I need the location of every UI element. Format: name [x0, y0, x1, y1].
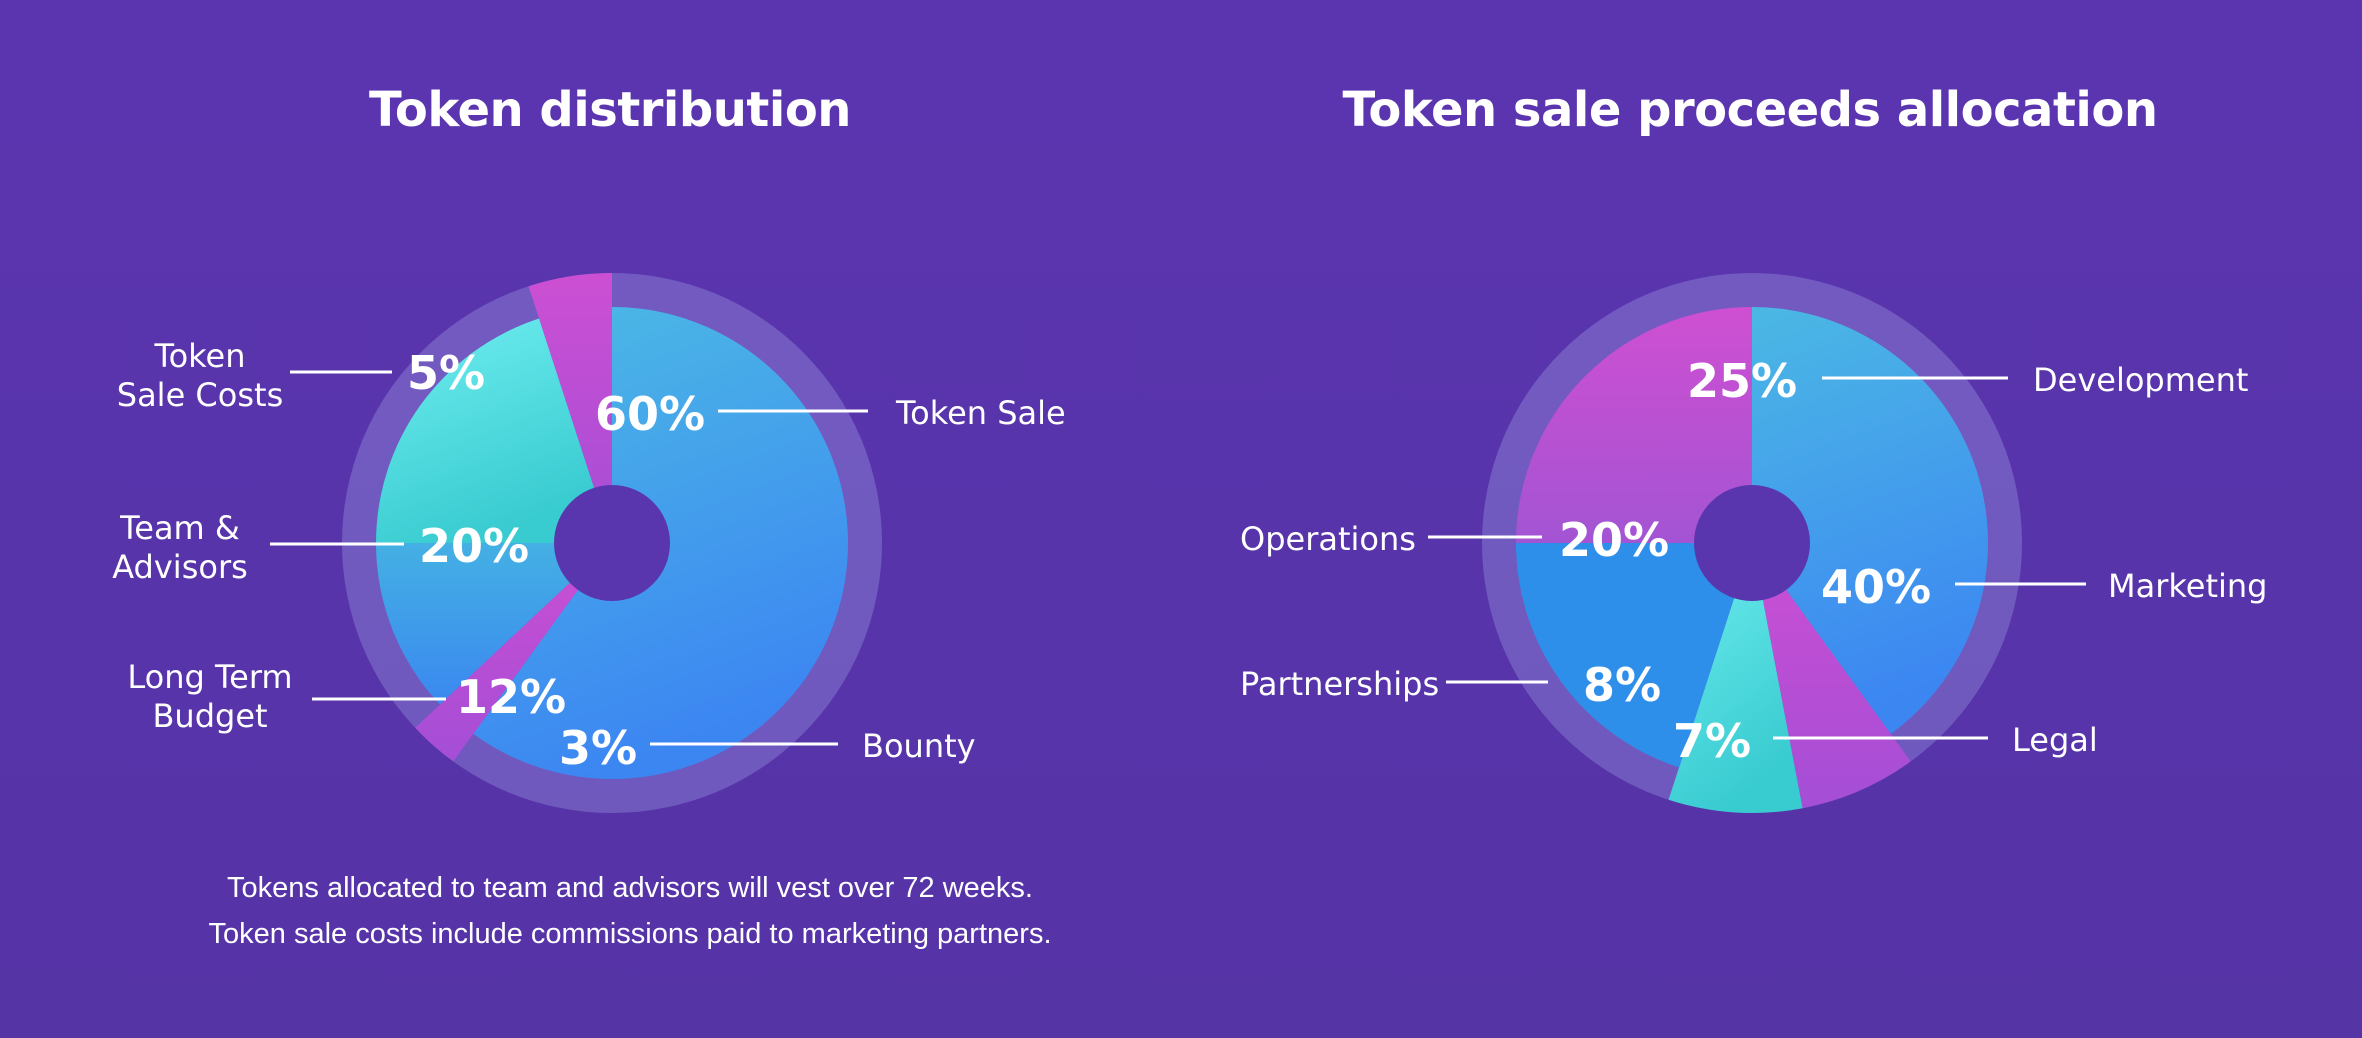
label-operations: Operations [1240, 520, 1416, 558]
label-token-sale: Token Sale [895, 394, 1066, 432]
pct-token-sale: 60% [595, 387, 705, 441]
proceeds-allocation-center-hole [1694, 485, 1810, 601]
label-long-term-budget-line1: Long Term [127, 658, 292, 696]
label-partnerships: Partnerships [1240, 665, 1439, 703]
proceeds-allocation-slice-legal [1752, 543, 1911, 809]
pie-token-sale-proceeds [1482, 273, 2022, 813]
label-team-advisors-line2: Advisors [112, 548, 248, 586]
token-distribution-slice-token-sale-costs [528, 273, 612, 543]
proceeds-allocation-slice-marketing [1752, 307, 1988, 734]
token-distribution-slice-team-advisors [376, 318, 612, 543]
label-legal: Legal [2012, 721, 2098, 759]
proceeds-allocation-slice-development [1516, 307, 1752, 543]
pie-token-distribution [342, 273, 882, 813]
token-distribution-slice-bounty [415, 543, 612, 762]
proceeds-allocation-slice-operations [1516, 543, 1752, 768]
callouts-right: 25% Development 40% Marketing 7% Legal 8… [1240, 354, 2267, 768]
token-distribution-center-hole [554, 485, 670, 601]
token-distribution-slice-long-term-budget [376, 543, 612, 705]
label-team-advisors-line1: Team & [119, 509, 240, 547]
proceeds-allocation-slice-partnerships [1668, 543, 1803, 813]
pct-partnerships: 8% [1583, 658, 1661, 712]
pct-team-advisors: 20% [419, 519, 529, 573]
pct-long-term-budget: 12% [456, 670, 566, 724]
pct-token-sale-costs: 5% [407, 346, 485, 400]
chart-title-token-sale-proceeds: Token sale proceeds allocation [1342, 82, 2158, 138]
label-token-sale-costs-line2: Sale Costs [117, 376, 283, 414]
label-marketing: Marketing [2108, 567, 2267, 605]
footnote-vesting: Tokens allocated to team and advisors wi… [227, 872, 1033, 904]
label-bounty: Bounty [862, 727, 976, 765]
chart-title-token-distribution: Token distribution [369, 82, 851, 138]
label-token-sale-costs-line1: Token [153, 337, 245, 375]
pct-legal: 7% [1673, 714, 1751, 768]
pct-bounty: 3% [559, 721, 637, 775]
label-development: Development [2033, 361, 2248, 399]
callouts-left: 60% Token Sale 3% Bounty 12% Long Term B… [112, 337, 1065, 775]
footnote-sale-costs: Token sale costs include commissions pai… [208, 918, 1052, 950]
pct-marketing: 40% [1821, 560, 1931, 614]
pct-development: 25% [1687, 354, 1797, 408]
pct-operations: 20% [1559, 513, 1669, 567]
label-long-term-budget-line2: Budget [152, 697, 267, 735]
